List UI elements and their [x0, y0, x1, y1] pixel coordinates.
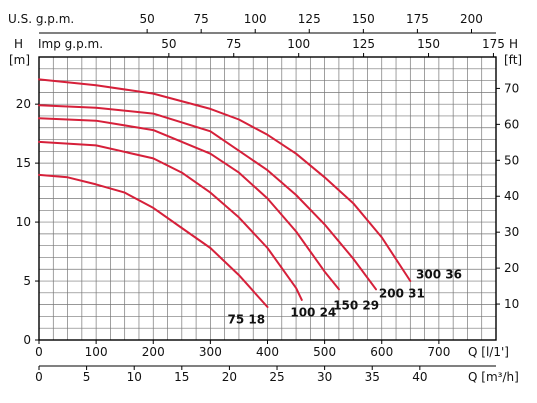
x-tick-label: 600 [370, 345, 393, 359]
x2-tick-label: 40 [412, 370, 427, 384]
x2-tick-label: 25 [269, 370, 284, 384]
curve-line [38, 117, 340, 291]
curve-label: 100 24 [290, 305, 336, 319]
h-label-left: H [14, 37, 23, 51]
top-us-tick-label: 200 [460, 12, 483, 26]
curve-label: 150 29 [333, 298, 379, 312]
x-tick-label: 700 [427, 345, 450, 359]
x2-tick-label: 0 [35, 370, 43, 384]
top-imp-tick-label: 100 [287, 37, 310, 51]
curve-label: 300 36 [416, 268, 462, 282]
top-imp-tick-label: 50 [161, 37, 176, 51]
y-unit-left: [m] [9, 53, 30, 67]
grid [39, 57, 496, 340]
h-label-right: H [509, 37, 518, 51]
curve-label: 200 31 [379, 287, 425, 301]
top-us-tick-label: 50 [139, 12, 154, 26]
x-tick-label: 100 [85, 345, 108, 359]
second-axis-label: Imp g.p.m. [38, 37, 103, 51]
y-unit-right: [ft] [504, 53, 522, 67]
top-imp-tick-label: 125 [352, 37, 375, 51]
y-tick-label: 0 [23, 333, 31, 347]
x-tick-label: 0 [35, 345, 43, 359]
x2-tick-label: 5 [83, 370, 91, 384]
y-right-tick-label: 10 [504, 297, 519, 311]
x2-tick-label: 10 [127, 370, 142, 384]
x-tick-label: 400 [256, 345, 279, 359]
x2-tick-label: 15 [174, 370, 189, 384]
top-axis-label: U.S. g.p.m. [8, 12, 74, 26]
y-right-tick-label: 70 [504, 81, 519, 95]
top-us-tick-label: 125 [298, 12, 321, 26]
y-right-tick-label: 50 [504, 153, 519, 167]
y-tick-label: 10 [16, 215, 31, 229]
x-tick-label: 500 [313, 345, 336, 359]
top-us-tick-label: 100 [244, 12, 267, 26]
x2-tick-label: 35 [365, 370, 380, 384]
top-us-tick-label: 175 [406, 12, 429, 26]
curve-line [38, 140, 303, 301]
y-right-tick-label: 30 [504, 225, 519, 239]
top-imp-tick-label: 150 [417, 37, 440, 51]
y-tick-label: 20 [16, 97, 31, 111]
y-right-tick-label: 20 [504, 261, 519, 275]
top-us-tick-label: 150 [352, 12, 375, 26]
x-unit-secondary-label: Q [m³/h] [468, 370, 519, 384]
top-us-tick-label: 75 [194, 12, 209, 26]
y-tick-label: 5 [23, 274, 31, 288]
x-tick-label: 200 [142, 345, 165, 359]
x-tick-label: 300 [199, 345, 222, 359]
top-imp-tick-label: 75 [226, 37, 241, 51]
x-unit-label: Q [l/1'] [468, 345, 509, 359]
x2-tick-label: 30 [317, 370, 332, 384]
curve-label: 75 18 [228, 312, 266, 326]
x2-tick-label: 20 [222, 370, 237, 384]
curve-line [38, 78, 412, 282]
curve-line [38, 173, 269, 308]
top-imp-tick-label: 175 [482, 37, 505, 51]
y-right-tick-label: 40 [504, 189, 519, 203]
curve-line [38, 104, 377, 291]
y-right-tick-label: 60 [504, 117, 519, 131]
y-tick-label: 15 [16, 156, 31, 170]
